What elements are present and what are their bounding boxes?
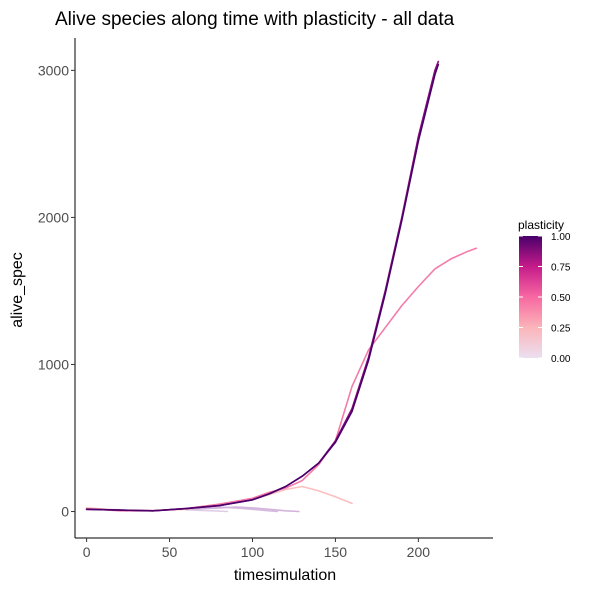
- legend-label: 1.00: [551, 232, 571, 243]
- plot-panel: [85, 60, 478, 513]
- y-tick-label: 1000: [38, 356, 69, 372]
- series-line-6: [85, 63, 440, 512]
- y-tick-label: 3000: [38, 62, 69, 78]
- x-axis-title: timesimulation: [234, 567, 336, 584]
- legend: plasticity 1.00 0.75 0.50 0.25 0.00: [518, 218, 571, 365]
- y-axis-title: alive_spec: [9, 252, 26, 328]
- y-tick-label: 2000: [38, 209, 69, 225]
- chart-title: Alive species along time with plasticity…: [55, 9, 455, 30]
- x-tick-label: 0: [83, 544, 91, 560]
- legend-label: 0.50: [551, 293, 571, 304]
- legend-label: 0.25: [551, 324, 571, 335]
- y-tick-label: 0: [61, 504, 69, 520]
- legend-label: 0.00: [551, 354, 571, 365]
- x-tick-label: 50: [162, 544, 178, 560]
- x-tick-label: 200: [407, 544, 431, 560]
- legend-colorbar: [519, 236, 542, 358]
- legend-label: 0.75: [551, 263, 571, 274]
- x-tick-label: 150: [324, 544, 348, 560]
- series-line-0: [185, 509, 229, 513]
- x-tick-label: 100: [241, 544, 265, 560]
- series-line-2: [185, 506, 300, 513]
- legend-title: plasticity: [518, 218, 564, 232]
- series-line-4: [85, 247, 478, 512]
- series-line-5: [85, 60, 440, 512]
